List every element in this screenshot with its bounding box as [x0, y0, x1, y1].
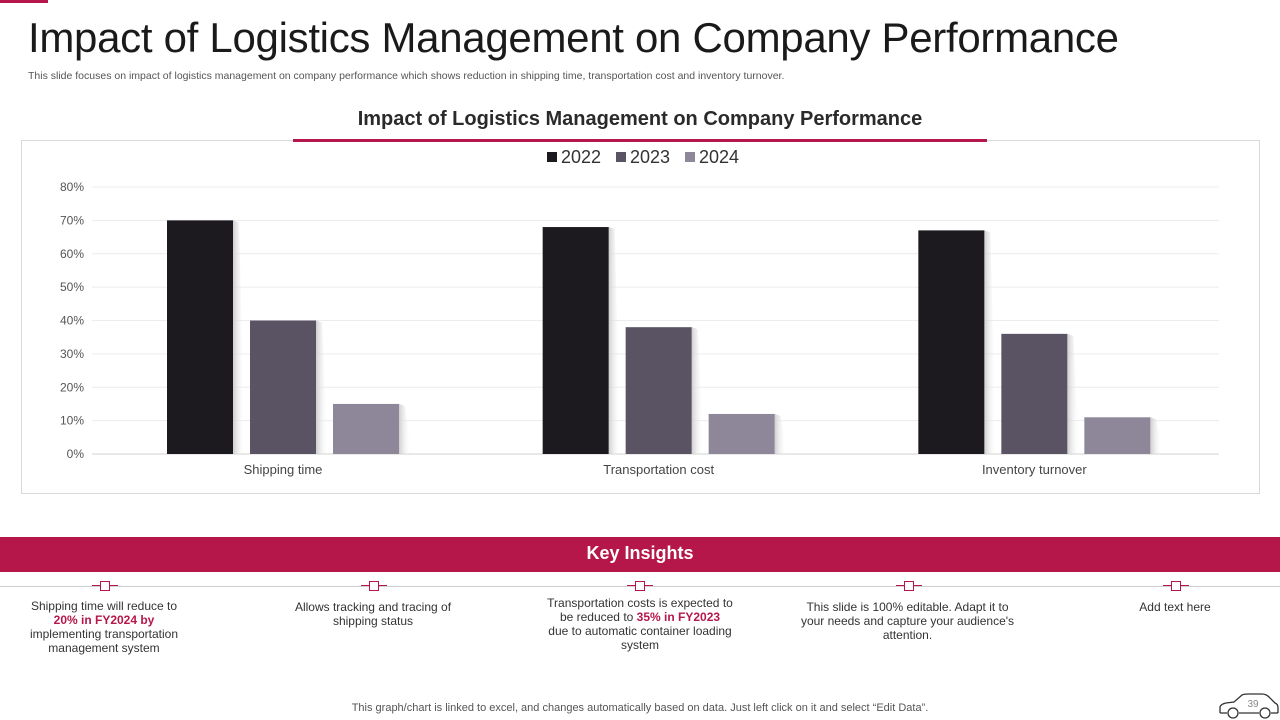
bar-2023-transportation-cost[interactable]: [625, 327, 692, 454]
chart-title-underline: [293, 139, 987, 142]
x-tick-label: Transportation cost: [603, 462, 714, 477]
insight-text: due to automatic container loading syste…: [548, 624, 732, 652]
insight-text: Transportation costs is expected to be r…: [547, 596, 733, 624]
y-tick-label: 30%: [60, 347, 84, 361]
insights-banner: [0, 537, 1280, 572]
insight-text: This slide is 100% editable. Adapt it to…: [800, 600, 1015, 642]
timeline-marker: [361, 580, 387, 592]
footer-note: This graph/chart is linked to excel, and…: [351, 702, 929, 714]
insight-highlight: 35% in FY2023: [636, 610, 721, 624]
y-tick-label: 10%: [60, 414, 84, 428]
insights-title: Key Insights: [586, 543, 694, 563]
insight-text: Add text here: [1139, 600, 1211, 614]
bar-shadow: [399, 403, 411, 454]
insight-item-5: Add text here: [1105, 600, 1245, 614]
insight-item-4: This slide is 100% editable. Adapt it to…: [800, 600, 1015, 642]
y-tick-label: 60%: [60, 247, 84, 261]
bar-2022-shipping-time[interactable]: [167, 220, 233, 454]
bar-chart[interactable]: 0% 10% 20% 30% 40% 50% 60% 70% 80% Shipping time T…: [22, 141, 1261, 495]
insight-item-3: Transportation costs is expected to be r…: [545, 596, 735, 652]
legend-swatch: [685, 152, 695, 162]
timeline-marker: [896, 580, 922, 592]
timeline-marker: [92, 580, 118, 592]
insight-item-2: Allows tracking and tracing of shipping …: [287, 600, 459, 628]
bar-2022-transportation-cost[interactable]: [542, 227, 609, 454]
legend-label: 2024: [699, 147, 739, 167]
bar-shadow: [316, 320, 328, 454]
legend-label: 2023: [630, 147, 670, 167]
bar-2024-inventory-turnover[interactable]: [1084, 417, 1151, 454]
bar-shadow: [233, 220, 245, 454]
bar-shadow: [691, 327, 704, 454]
y-tick-label: 80%: [60, 180, 84, 194]
bar-2022-inventory-turnover[interactable]: [918, 230, 985, 454]
bar-shadow: [984, 230, 997, 454]
chart-container[interactable]: 0% 10% 20% 30% 40% 50% 60% 70% 80% Shipping time T…: [21, 140, 1260, 494]
page-number: 39: [1247, 699, 1259, 710]
legend-swatch: [616, 152, 626, 162]
insight-item-1: Shipping time will reduce to 20% in FY20…: [14, 599, 194, 655]
insight-text: Shipping time will reduce to: [30, 599, 178, 613]
bar-shadow: [608, 227, 621, 454]
insight-text: Allows tracking and tracing of shipping …: [294, 600, 452, 628]
car-icon: [1219, 693, 1279, 719]
x-tick-label: Inventory turnover: [982, 462, 1087, 477]
y-tick-label: 50%: [60, 280, 84, 294]
bar-2024-transportation-cost[interactable]: [708, 413, 775, 454]
bar-shadow: [1067, 333, 1080, 454]
insight-highlight: 20% in FY2024 by: [53, 613, 155, 627]
insight-text: implementing transportation management s…: [29, 627, 179, 655]
bar-2023-shipping-time[interactable]: [250, 320, 316, 455]
top-accent-bar: [0, 0, 48, 3]
timeline-marker: [627, 580, 653, 592]
x-tick-label: Shipping time: [244, 462, 323, 477]
y-tick-label: 0%: [67, 447, 85, 461]
bar-shadow: [774, 413, 787, 454]
page-title: Impact of Logistics Management on Compan…: [28, 14, 1119, 61]
timeline-marker: [1163, 580, 1189, 592]
y-tick-label: 20%: [60, 380, 84, 394]
bar-2024-shipping-time[interactable]: [333, 403, 399, 454]
legend-swatch: [547, 152, 557, 162]
y-tick-label: 70%: [60, 213, 84, 227]
chart-title: Impact of Logistics Management on Compan…: [357, 108, 923, 130]
y-tick-label: 40%: [60, 314, 84, 328]
page-subtitle: This slide focuses on impact of logistic…: [28, 70, 785, 82]
bar-2023-inventory-turnover[interactable]: [1001, 333, 1068, 454]
bar-shadow: [1150, 417, 1163, 454]
legend-label: 2022: [561, 147, 601, 167]
